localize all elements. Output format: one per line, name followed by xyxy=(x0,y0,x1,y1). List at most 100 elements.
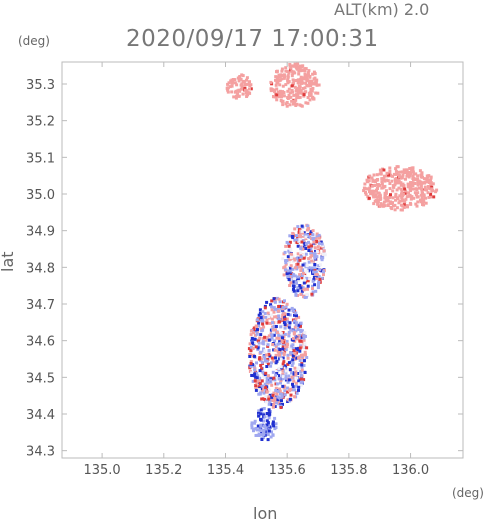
data-cell xyxy=(296,286,300,290)
data-cell xyxy=(267,362,270,366)
data-cell xyxy=(304,247,308,250)
data-cell xyxy=(281,356,285,360)
data-cell xyxy=(263,425,267,428)
data-cell xyxy=(264,430,268,434)
data-cell xyxy=(312,97,316,101)
data-cell xyxy=(375,200,379,204)
data-cell xyxy=(254,388,258,392)
data-cell xyxy=(317,283,320,287)
data-cell xyxy=(286,74,290,78)
data-cell xyxy=(280,69,284,73)
data-cell xyxy=(400,170,404,174)
data-cell xyxy=(313,267,317,271)
data-cell xyxy=(267,338,271,342)
data-cell xyxy=(388,182,392,185)
data-cell xyxy=(390,202,394,206)
data-cell xyxy=(313,263,317,266)
data-cell xyxy=(294,292,298,296)
data-cell xyxy=(280,399,283,403)
data-cell xyxy=(275,296,279,300)
data-cell xyxy=(265,300,269,304)
data-cell xyxy=(256,346,260,350)
data-cell xyxy=(287,244,291,248)
data-cell xyxy=(258,382,262,385)
data-cell xyxy=(308,79,312,83)
data-cell xyxy=(309,251,313,255)
data-cell xyxy=(299,65,303,69)
data-cell xyxy=(315,240,318,243)
data-cell xyxy=(263,335,267,339)
data-cell xyxy=(295,79,299,82)
data-cell xyxy=(407,194,411,198)
data-cell xyxy=(230,78,234,82)
data-cell xyxy=(397,186,401,190)
data-cell xyxy=(262,347,265,351)
data-cell xyxy=(301,247,305,251)
data-cell xyxy=(284,261,288,265)
data-cell xyxy=(397,201,401,205)
data-cell xyxy=(379,197,383,200)
data-cell xyxy=(310,254,314,258)
data-cell xyxy=(388,166,392,170)
data-cell xyxy=(310,292,314,296)
data-cell xyxy=(391,189,395,193)
data-cell xyxy=(259,364,263,367)
data-cell xyxy=(249,87,253,91)
data-cell xyxy=(315,232,319,236)
data-cell xyxy=(304,252,308,256)
data-cell xyxy=(283,389,287,393)
data-cell xyxy=(235,94,238,98)
data-cell xyxy=(278,399,282,403)
data-cell xyxy=(398,199,402,203)
data-cell xyxy=(394,169,398,173)
data-cell xyxy=(308,74,312,78)
data-cell xyxy=(304,77,308,81)
data-cell xyxy=(297,265,301,269)
data-cell xyxy=(284,305,288,309)
data-cell xyxy=(246,82,250,86)
data-cell xyxy=(286,320,289,324)
data-cell xyxy=(281,74,285,77)
data-cell xyxy=(278,83,282,87)
data-cell xyxy=(296,275,300,279)
data-cell xyxy=(408,182,412,186)
data-cell xyxy=(404,197,408,201)
data-cell xyxy=(294,370,298,374)
data-cell xyxy=(287,325,291,329)
data-cell xyxy=(302,359,306,363)
data-cell xyxy=(277,374,281,378)
data-cell xyxy=(372,195,376,199)
data-cell xyxy=(405,195,409,199)
y-tick-label: 35.0 xyxy=(26,188,55,203)
data-cell xyxy=(427,174,431,178)
data-cell xyxy=(273,307,277,311)
data-cell xyxy=(227,81,231,85)
data-cell xyxy=(282,366,286,370)
data-cell xyxy=(318,241,321,245)
data-cell xyxy=(314,249,317,253)
data-cell xyxy=(257,379,261,383)
data-cell xyxy=(312,275,316,279)
data-cell xyxy=(295,321,299,325)
data-cell xyxy=(378,193,382,197)
data-cell xyxy=(314,277,318,280)
data-cell xyxy=(303,371,307,374)
data-cell xyxy=(284,364,288,368)
data-cell xyxy=(311,72,315,76)
data-cell xyxy=(410,195,414,199)
data-cell xyxy=(270,313,273,317)
data-cell xyxy=(403,187,407,191)
data-cell xyxy=(395,165,399,169)
data-cell xyxy=(245,95,249,98)
data-cell xyxy=(383,174,386,178)
data-cell xyxy=(315,250,319,253)
data-cell xyxy=(226,82,230,86)
data-cell xyxy=(376,187,379,190)
data-cell xyxy=(272,310,276,314)
data-cell xyxy=(415,204,419,208)
data-cell xyxy=(273,299,277,302)
data-cell xyxy=(281,84,285,88)
x-tick-label: 136.0 xyxy=(392,463,429,478)
data-cell xyxy=(276,75,280,79)
data-cell xyxy=(289,256,293,259)
